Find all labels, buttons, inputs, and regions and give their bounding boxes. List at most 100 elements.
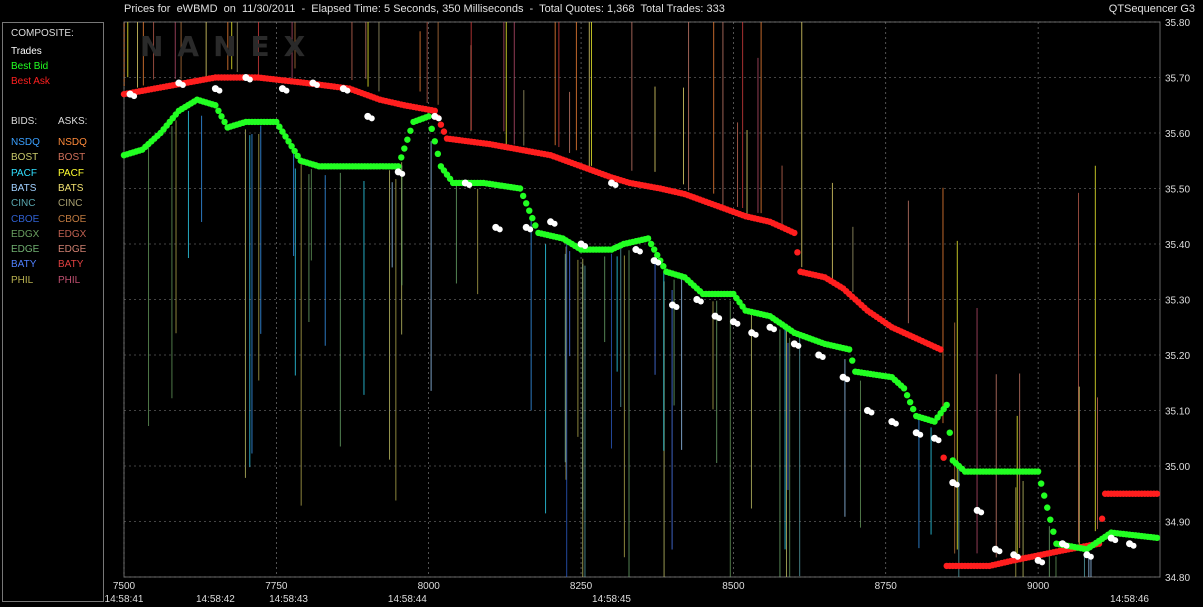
trade-point [1130, 542, 1137, 549]
best-bid-point [407, 127, 414, 134]
trade-point [734, 320, 741, 327]
trade-point [1039, 559, 1046, 566]
best-bid-point [1041, 492, 1048, 499]
legend-ask-phil: PHIL [58, 274, 81, 286]
x-tick-label: 9000 [1027, 581, 1050, 592]
legend-bid-cboe: CBOE [11, 213, 40, 225]
legend-bid-edgx: EDGX [11, 228, 40, 240]
trade-point [795, 342, 802, 349]
bids-label: BIDS: [11, 116, 38, 127]
legend-ask-cboe: CBOE [58, 213, 87, 225]
x-tick-label: 8500 [722, 581, 745, 592]
best-bid-point [1037, 480, 1045, 487]
legend-ask-baty: BATY [58, 259, 84, 271]
chart-title: Prices for eWBMD on 11/30/2011 - Elapsed… [124, 3, 725, 15]
trade-point [697, 298, 704, 305]
x-tick-label: 7500 [113, 581, 136, 592]
best-bid-point [906, 398, 914, 406]
header-bar: Prices for eWBMD on 11/30/2011 - Elapsed… [0, 0, 1203, 20]
app-name: QTSequencer G3 [1108, 3, 1195, 15]
best-bid-point [285, 138, 292, 145]
best-bid-point [291, 147, 298, 155]
legend-bid-bats: BATS [11, 182, 37, 194]
best-bid-point [943, 401, 950, 409]
best-ask-point [940, 454, 947, 461]
time-label: 14:58:42 [196, 594, 235, 605]
x-tick-label: 8750 [875, 581, 898, 592]
trade-point [216, 87, 223, 94]
best-bid-point [532, 222, 539, 229]
trade-point [1087, 553, 1094, 560]
trade-point [344, 87, 351, 94]
best-bid-point [428, 125, 435, 133]
legend-bid-cinc: CINC [11, 198, 36, 210]
trade-point [283, 87, 290, 94]
legend-bid-nsdq: NSDQ [11, 137, 40, 148]
y-tick-label: 35.20 [1165, 351, 1190, 362]
best-bid-point [519, 192, 527, 200]
trade-point [917, 431, 924, 438]
best-bid-point [644, 235, 652, 242]
best-ask-point [1153, 490, 1161, 497]
trade-point [131, 93, 138, 100]
trade-point [996, 548, 1003, 555]
best-bid-point [398, 154, 405, 161]
trade-point [1112, 537, 1119, 544]
best-bid-point [1044, 504, 1051, 511]
best-bid-point [650, 246, 658, 253]
trade-point [978, 509, 985, 516]
legend-ask-bats: BATS [58, 182, 84, 194]
time-label: 14:58:46 [1110, 594, 1149, 605]
legend-bid-phil: PHIL [11, 274, 34, 286]
legend-best-bid: Best Bid [11, 61, 49, 72]
trade-point [368, 115, 375, 122]
x-tick-label: 8250 [570, 581, 593, 592]
trade-point [582, 243, 589, 249]
trade-point [466, 181, 473, 188]
trade-point [1014, 553, 1021, 560]
x-tick-label: 8000 [418, 581, 441, 592]
trade-point [551, 220, 558, 227]
y-tick-label: 34.80 [1165, 573, 1190, 584]
trade-point [892, 420, 899, 427]
best-bid-point [1034, 468, 1042, 475]
best-bid-point [903, 392, 911, 399]
best-ask-point [440, 128, 448, 135]
legend-ask-nsdq: NSDQ [58, 137, 87, 148]
trade-point [399, 170, 406, 177]
best-bid-point [425, 113, 432, 120]
legend-ask-bost: BOST [58, 152, 86, 164]
best-bid-point [523, 200, 530, 207]
trade-point [246, 76, 253, 83]
best-bid-point [909, 405, 917, 413]
y-tick-label: 35.30 [1165, 296, 1190, 307]
best-bid-point [660, 263, 667, 270]
time-label: 14:58:45 [592, 594, 631, 605]
time-label: 14:58:44 [388, 594, 427, 605]
plot-area [123, 21, 1161, 578]
legend-ask-pacf: PACF [58, 167, 84, 179]
best-bid-point [526, 207, 533, 214]
best-bid-point [900, 385, 908, 392]
watermark-logo: NANEX [140, 30, 320, 63]
trade-point [636, 248, 643, 255]
trade-point [673, 304, 680, 311]
best-bid-point [1050, 528, 1057, 535]
trade-point [752, 331, 759, 338]
legend-ask-cinc: CINC [58, 198, 83, 210]
trade-point [313, 82, 320, 89]
y-tick-label: 35.80 [1165, 18, 1190, 29]
best-bid-point [654, 251, 661, 259]
time-label: 14:58:43 [269, 594, 308, 605]
best-bid-point [212, 102, 219, 109]
trade-point [527, 226, 534, 233]
best-ask-point [1098, 515, 1106, 522]
legend-ask-edge: EDGE [58, 244, 87, 256]
best-bid-point [946, 429, 953, 436]
y-tick-label: 35.50 [1165, 185, 1190, 196]
trade-point [844, 376, 851, 383]
best-bid-point [1047, 516, 1054, 523]
y-tick-label: 35.40 [1165, 240, 1190, 251]
best-bid-point [215, 107, 222, 115]
